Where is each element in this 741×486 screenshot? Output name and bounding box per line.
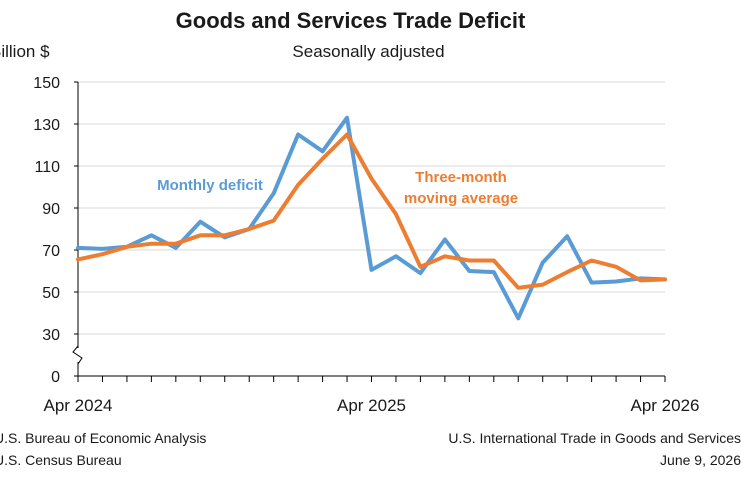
y-tick-label: 70 [42, 243, 60, 260]
monthly-deficit-line [76, 115, 667, 321]
moving-average-label: moving average [404, 190, 518, 207]
x-tick-label: Apr 2024 [44, 396, 113, 415]
moving-average-label: Three-month [415, 169, 507, 186]
y-axis-unit-label: Billion $ [0, 42, 50, 61]
gridlines [78, 81, 665, 335]
x-tick-label: Apr 2026 [631, 396, 700, 415]
axes [72, 81, 666, 382]
x-tick-label: Apr 2025 [337, 396, 406, 415]
tick-labels: 0 30 50 70 90 110 130 150 Apr 2024 Apr 2025 Apr 20… [33, 75, 699, 415]
y-tick-label: 150 [33, 75, 60, 92]
y-tick-label: 50 [42, 285, 60, 302]
footer-source-bea: U.S. Bureau of Economic Analysis [0, 430, 207, 446]
footer-source-census: U.S. Census Bureau [0, 452, 122, 468]
monthly-deficit-label: Monthly deficit [157, 177, 263, 194]
y-tick-label: 90 [42, 201, 60, 218]
y-tick-label: 130 [33, 117, 60, 134]
footer-release-date: June 9, 2026 [660, 452, 741, 468]
axis-break-icon [72, 345, 83, 365]
moving-average-line [76, 132, 667, 290]
series-annotations: Monthly deficit Three-month moving average [157, 169, 518, 207]
y-tick-label: 0 [51, 369, 60, 386]
footer-report-name: U.S. International Trade in Goods and Se… [448, 430, 741, 446]
y-tick-label: 110 [34, 159, 60, 176]
chart-subtitle: Seasonally adjusted [292, 42, 445, 61]
series-lines [76, 115, 667, 321]
chart-title: Goods and Services Trade Deficit [175, 8, 526, 33]
y-tick-label: 30 [42, 327, 60, 344]
chart-plot: 0 30 50 70 90 110 130 150 Apr 2024 Apr 2025 Apr 20… [33, 75, 699, 415]
